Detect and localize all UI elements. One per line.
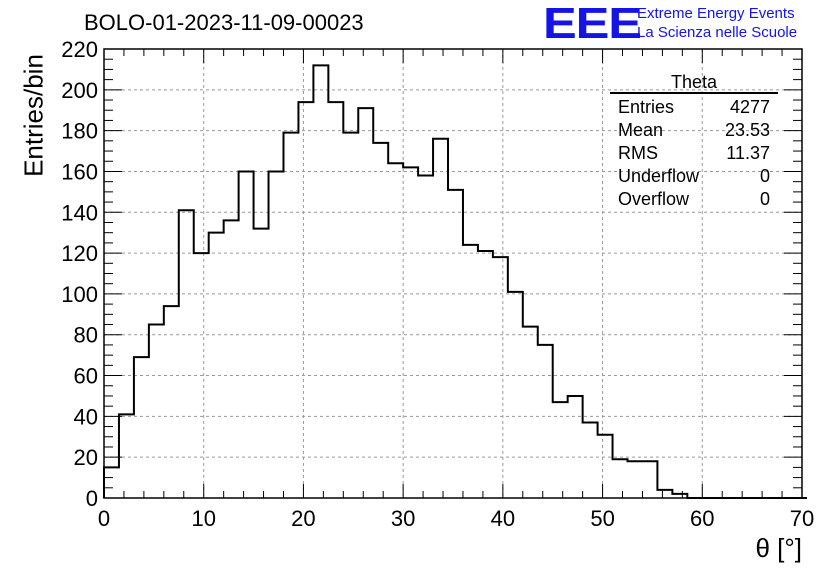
stats-row-entries: Entries 4277 <box>610 96 778 119</box>
histogram-bin <box>433 139 448 498</box>
stats-value: 11.37 <box>726 143 770 163</box>
histogram-bin <box>254 229 269 498</box>
histogram-bin <box>403 167 418 498</box>
histogram-bin <box>478 251 493 498</box>
y-tick-label: 40 <box>74 404 98 429</box>
stats-label: Underflow <box>618 166 700 186</box>
y-tick-label: 60 <box>74 364 98 389</box>
stats-value: 23.53 <box>724 120 770 140</box>
y-tick-label: 180 <box>61 119 98 144</box>
stats-row-mean: Mean 23.53 <box>610 119 778 142</box>
y-tick-label: 20 <box>74 445 98 470</box>
histogram-bin <box>553 402 568 498</box>
histogram-bin <box>343 133 358 498</box>
stats-box-title: Theta <box>610 72 778 94</box>
tick-labels: 0 10 20 30 40 50 60 70 0 20 40 60 80 100 120 140 160 180 2… <box>61 37 814 531</box>
stats-label: RMS <box>618 143 658 163</box>
org-name-line1: Extreme Energy Events <box>637 5 795 22</box>
x-tick-label: 40 <box>491 506 515 531</box>
stats-row-rms: RMS 11.37 <box>610 142 778 165</box>
x-axis-label: θ [°] <box>755 533 802 563</box>
histogram-bars <box>103 64 807 499</box>
tick-marks <box>103 48 803 499</box>
org-name-line2: La Scienza nelle Scuole <box>637 24 798 41</box>
histogram-bin <box>283 133 298 498</box>
histogram-bin <box>538 345 553 498</box>
x-tick-label: 30 <box>391 506 415 531</box>
histogram-bin <box>328 102 343 498</box>
histogram-bin <box>134 357 149 498</box>
histogram-bin <box>298 102 313 498</box>
histogram-bin <box>388 163 403 498</box>
y-tick-label: 200 <box>61 78 98 103</box>
stats-value: 0 <box>759 166 770 186</box>
histogram-bin <box>523 327 538 498</box>
histogram-bin <box>119 414 134 498</box>
histogram-bin <box>149 325 164 498</box>
histogram-bin <box>179 210 194 498</box>
stats-box: Theta Entries 4277 Mean 23.53 RMS 11.37 … <box>610 72 778 211</box>
x-tick-label: 10 <box>191 506 215 531</box>
x-tick-label: 50 <box>590 506 614 531</box>
histogram-bin <box>508 292 523 498</box>
histogram-bin <box>568 396 583 498</box>
histogram-bin <box>313 65 328 498</box>
histogram-bin <box>628 461 643 498</box>
y-tick-label: 120 <box>61 241 98 266</box>
y-tick-label: 80 <box>74 323 98 348</box>
stats-row-underflow: Underflow 0 <box>610 165 778 188</box>
histogram-bin <box>239 171 254 498</box>
y-tick-label: 0 <box>86 486 98 511</box>
y-tick-label: 140 <box>61 200 98 225</box>
histogram-bin <box>613 459 628 498</box>
y-tick-label: 100 <box>61 282 98 307</box>
histogram-bin <box>418 176 433 498</box>
histogram-bin <box>373 143 388 498</box>
histogram-bin <box>224 220 239 498</box>
histogram-bin <box>269 171 284 498</box>
histogram-bin <box>493 257 508 498</box>
histogram-bin <box>642 461 657 498</box>
histogram-bin <box>657 490 672 498</box>
x-tick-label: 70 <box>790 506 814 531</box>
stats-row-overflow: Overflow 0 <box>610 188 778 211</box>
x-tick-label: 0 <box>98 506 110 531</box>
chart-title: BOLO-01-2023-11-09-00023 <box>84 10 364 35</box>
histogram-bin <box>583 422 598 498</box>
stats-label: Entries <box>618 97 675 117</box>
eee-logo: EEE <box>543 0 642 48</box>
histogram-bin <box>164 306 179 498</box>
x-tick-label: 20 <box>291 506 315 531</box>
x-tick-label: 60 <box>690 506 714 531</box>
y-tick-label: 220 <box>61 37 98 62</box>
stats-label: Mean <box>618 120 664 140</box>
stats-label: Overflow <box>618 189 690 209</box>
histogram-bin <box>463 245 478 498</box>
histogram-bin <box>598 435 613 498</box>
histogram-bin <box>194 253 209 498</box>
histogram-bin <box>209 233 224 498</box>
histogram-bin <box>104 467 119 498</box>
histogram-outline <box>103 64 807 499</box>
stats-value: 4277 <box>729 97 770 117</box>
y-tick-label: 160 <box>61 159 98 184</box>
grid-lines <box>104 49 802 498</box>
histogram-bin <box>448 190 463 498</box>
stats-value: 0 <box>759 189 770 209</box>
y-axis-label: Entries/bin <box>18 54 49 177</box>
histogram-bin <box>358 108 373 498</box>
